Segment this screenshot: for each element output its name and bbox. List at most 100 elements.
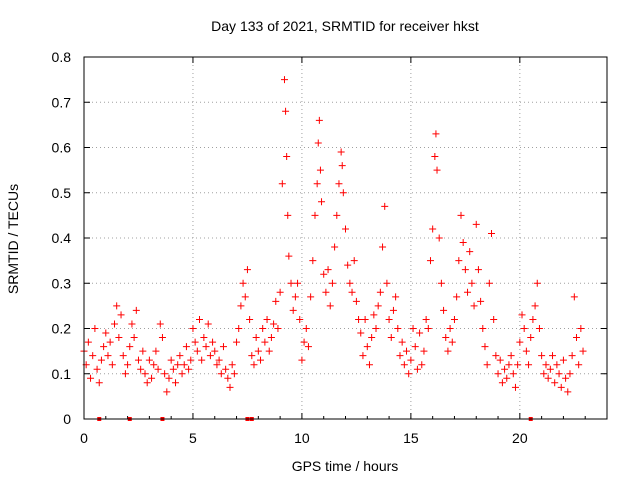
data-point [416,329,424,337]
data-point [363,343,371,351]
data-point [209,338,217,346]
data-point [108,361,116,369]
data-point [313,180,321,188]
data-point [291,293,299,301]
data-point [185,365,193,373]
data-point [396,352,404,360]
data-point [195,315,203,323]
x-tick-label: 5 [189,430,197,446]
data-point [394,325,402,332]
data-point [350,257,358,265]
data-point [559,356,567,364]
x-tick-label: 10 [294,430,310,446]
data-point [213,361,221,369]
data-point [163,388,171,396]
axis-ticks: 0 0.1 0.2 0.3 0.4 0.5 0.6 0.7 0.8 0 5 10 15 20 [52,49,607,446]
data-point [237,302,245,310]
data-point [322,288,330,296]
y-tick-label: 0.6 [52,140,72,156]
data-point [424,325,432,332]
data-point [278,180,286,188]
data-point [426,257,434,265]
data-point [106,338,114,346]
data-point [455,257,463,265]
data-point [568,352,576,360]
data-point [450,315,458,323]
data-point [176,352,184,360]
data-point [544,374,552,382]
data-point [498,379,506,387]
data-point [100,343,108,351]
data-point [331,243,339,251]
data-point [442,334,450,342]
data-point [294,279,302,287]
data-point [564,388,572,396]
data-point [252,334,260,342]
data-point [178,370,186,378]
y-tick-label: 0.5 [52,185,72,201]
data-point [555,370,563,378]
data-point [413,365,421,373]
data-point [235,325,243,332]
data-point [158,334,166,342]
x-tick-label: 15 [403,430,419,446]
data-point [115,334,123,342]
data-point [246,315,254,323]
data-point [219,343,227,351]
data-point [490,315,498,323]
data-point [461,266,469,274]
data-point [385,315,393,323]
data-point [259,325,267,332]
chart-title: Day 133 of 2021, SRMTID for receiver hks… [211,18,479,34]
data-point [113,302,121,310]
data-point [535,325,543,332]
data-point [514,361,522,369]
data-point [161,370,169,378]
data-point [141,370,149,378]
data-point [150,361,158,369]
data-point [505,361,513,369]
data-point [145,356,153,364]
data-point [579,347,587,355]
data-point [546,365,554,373]
data-point [383,279,391,287]
data-points [80,76,587,421]
data-point [307,293,315,301]
data-point [422,315,430,323]
data-point [172,379,180,387]
data-point [339,189,347,197]
data-point [248,352,256,360]
data-point [104,352,112,360]
data-point [284,211,292,219]
data-point [492,352,500,360]
data-point [557,383,565,391]
data-point [435,234,443,242]
data-point [361,315,369,323]
data-point [257,356,265,364]
data-point [488,229,496,237]
data-point [533,279,541,287]
data-point [270,320,278,328]
data-point [572,334,580,342]
data-point [344,261,352,269]
data-point [84,338,92,346]
data-point [485,279,493,287]
data-point [387,334,395,342]
data-point [400,361,408,369]
y-tick-label: 0.7 [52,94,72,110]
data-point [282,107,290,115]
data-point [217,370,225,378]
data-point [342,225,349,233]
data-point [516,338,524,346]
data-point [483,361,491,369]
data-point [470,302,478,310]
data-point [472,220,480,228]
data-point [261,338,269,346]
data-point [243,266,251,274]
data-point [272,297,280,305]
data-point [433,166,441,174]
data-point [263,315,271,323]
data-point [352,297,360,305]
data-point [431,153,439,161]
data-point [126,343,134,351]
